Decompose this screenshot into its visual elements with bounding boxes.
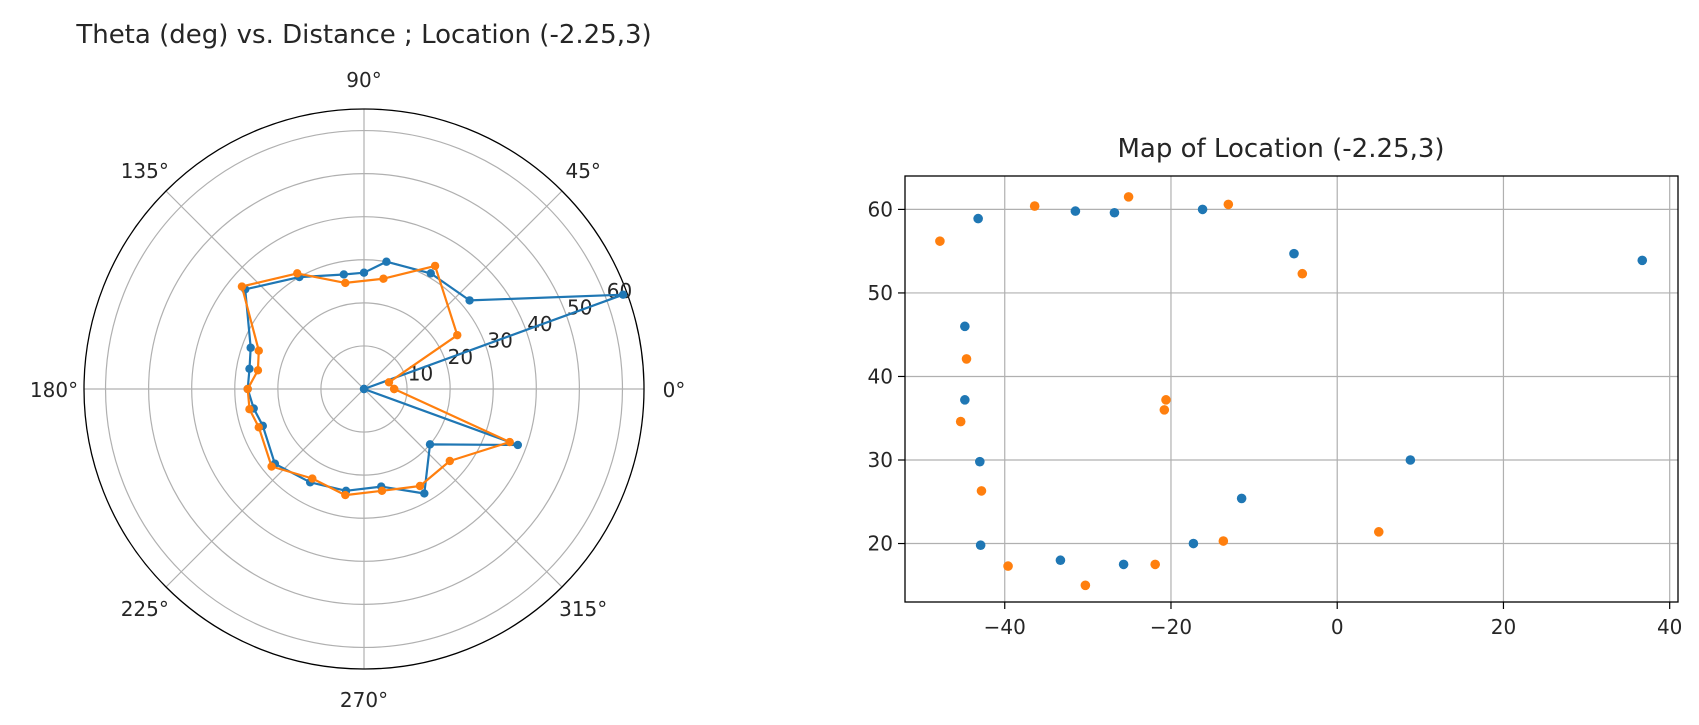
polar-data-point [513, 440, 523, 450]
polar-data-point [430, 261, 440, 271]
polar-data-point [237, 282, 247, 291]
scatter-chart-title: Map of Location (-2.25,3) [1117, 134, 1444, 164]
scatter-data-point [960, 321, 970, 332]
polar-grid [83, 108, 645, 670]
polar-angle-tick-label: 0° [663, 378, 686, 402]
polar-angle-tick-label: 315° [559, 597, 607, 621]
polar-outer-frame [83, 108, 645, 670]
scatter-data-point [1218, 536, 1229, 546]
scatter-data-point [1003, 561, 1013, 571]
polar-angle-tick-label: 90° [346, 68, 381, 92]
polar-data-point [341, 490, 350, 500]
scatter-y-tick-label: 60 [868, 197, 893, 221]
polar-series-line [244, 260, 625, 495]
polar-data-point [254, 423, 263, 432]
polar-data-point [426, 269, 435, 278]
scatter-data-point [1197, 204, 1208, 215]
scatter-data-point [955, 416, 966, 427]
scatter-data-point [1223, 199, 1234, 210]
polar-data-point [339, 270, 349, 279]
scatter-data-point [973, 213, 983, 224]
polar-data-point [245, 364, 254, 374]
scatter-x-tick-label: 20 [1491, 615, 1516, 639]
polar-data-point [293, 269, 302, 278]
polar-angle-tick-label: 225° [121, 597, 169, 621]
scatter-data-point [1118, 559, 1129, 570]
polar-data-point [377, 486, 387, 496]
scatter-data-point [1373, 527, 1384, 537]
scatter-grid [905, 176, 1678, 602]
polar-data-point [243, 384, 252, 394]
scatter-data-point [975, 456, 985, 467]
polar-data-point [618, 290, 628, 299]
scatter-data-point [1637, 255, 1648, 266]
scatter-axes-frame [904, 175, 1679, 603]
polar-grid-spoke [363, 388, 563, 588]
polar-data-point [384, 378, 394, 387]
polar-data-point [453, 330, 462, 340]
scatter-y-tick-label: 30 [868, 448, 893, 472]
scatter-data-point [1188, 538, 1199, 549]
scatter-data-point [976, 486, 987, 496]
polar-chart: Theta (deg) vs. Distance ; Location (-2.… [30, 20, 685, 712]
scatter-x-tick-label: −20 [1150, 615, 1192, 639]
polar-data-point [359, 384, 369, 394]
scatter-data-point [1297, 268, 1308, 279]
scatter-data-point [1109, 207, 1120, 218]
polar-data-point [308, 474, 317, 483]
polar-data-point [267, 462, 276, 471]
polar-grid-spoke [165, 190, 365, 390]
polar-data-point [245, 404, 254, 414]
scatter-data-point [975, 540, 986, 550]
polar-grid-spoke [165, 388, 365, 588]
polar-data-point [246, 343, 255, 352]
scatter-data-point [1236, 493, 1247, 504]
scatter-tick-labels: −40 −20 0 20 40 20 30 40 50 60 [868, 197, 1683, 639]
scatter-data-point [1080, 580, 1091, 591]
polar-chart-title: Theta (deg) vs. Distance ; Location (-2.… [75, 20, 651, 50]
polar-data-point [425, 440, 435, 449]
polar-data-point [505, 437, 514, 447]
scatter-data-point [1161, 395, 1171, 405]
scatter-chart: Map of Location (-2.25,3) −40 −20 0 20 40 20 3… [868, 134, 1683, 639]
polar-angle-tick-label: 45° [565, 159, 600, 183]
scatter-data-point [1289, 248, 1299, 259]
polar-angle-tick-label: 270° [340, 688, 388, 712]
polar-data-point [465, 296, 474, 305]
scatter-series-group [935, 192, 1648, 591]
polar-data-point [341, 278, 350, 288]
scatter-data-point [935, 236, 945, 246]
polar-data-point [382, 257, 391, 266]
polar-data-point [389, 384, 399, 394]
polar-series-group [237, 257, 628, 500]
polar-data-point [445, 456, 454, 466]
scatter-y-tick-label: 40 [868, 364, 893, 388]
polar-data-point [420, 489, 429, 498]
scatter-x-tick-label: 40 [1657, 615, 1682, 639]
scatter-data-point [1070, 206, 1081, 216]
scatter-data-point [1055, 555, 1066, 566]
scatter-data-point [1150, 559, 1160, 570]
scatter-x-tick-label: 0 [1331, 615, 1344, 639]
polar-data-point [253, 366, 263, 375]
polar-data-point [415, 481, 425, 491]
polar-data-point [254, 346, 263, 355]
scatter-y-tick-label: 20 [868, 532, 893, 556]
scatter-data-point [1405, 455, 1416, 465]
polar-angle-tick-label: 180° [30, 378, 78, 402]
polar-angle-tick-label: 135° [121, 159, 169, 183]
polar-data-point [359, 268, 369, 277]
scatter-x-tick-label: −40 [984, 615, 1026, 639]
scatter-y-tick-label: 50 [868, 281, 893, 305]
polar-grid-spoke [363, 190, 563, 390]
scatter-data-point [1123, 192, 1134, 202]
scatter-data-point [1029, 201, 1040, 211]
scatter-data-point [1159, 405, 1170, 415]
polar-data-point [379, 274, 388, 283]
scatter-data-point [961, 354, 972, 364]
scatter-data-point [960, 395, 970, 405]
